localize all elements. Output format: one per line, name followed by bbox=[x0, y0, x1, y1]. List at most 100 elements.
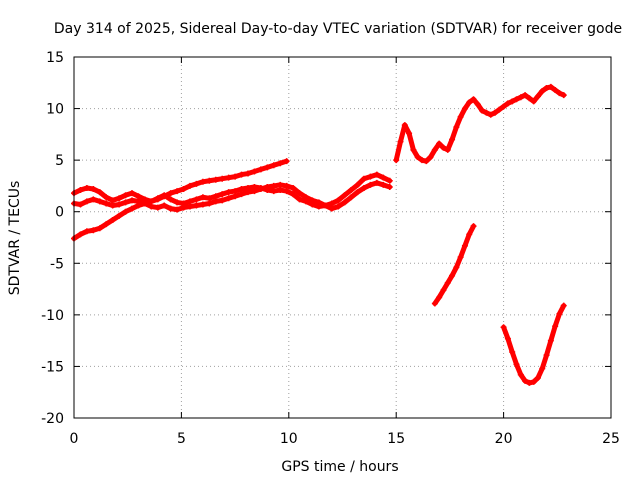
data-point bbox=[543, 84, 550, 91]
data-point bbox=[453, 264, 460, 271]
data-point bbox=[470, 96, 477, 103]
data-point bbox=[167, 205, 174, 212]
plot-frame bbox=[73, 56, 612, 419]
data-point bbox=[309, 197, 316, 204]
data-point bbox=[148, 203, 155, 210]
data-point bbox=[251, 168, 258, 175]
data-point bbox=[212, 193, 219, 200]
data-point bbox=[225, 195, 232, 202]
data-point bbox=[380, 181, 387, 188]
data-point bbox=[225, 189, 232, 196]
series-3 bbox=[393, 83, 567, 165]
data-point bbox=[461, 242, 468, 249]
data-point bbox=[219, 175, 226, 182]
data-point bbox=[206, 177, 213, 184]
data-point bbox=[367, 181, 374, 188]
data-point bbox=[302, 194, 309, 201]
data-point bbox=[328, 205, 335, 212]
data-point bbox=[290, 184, 297, 191]
data-point bbox=[335, 197, 342, 204]
data-point bbox=[219, 197, 226, 204]
data-point bbox=[386, 177, 393, 184]
data-point bbox=[393, 157, 400, 164]
data-point bbox=[83, 228, 90, 235]
data-point bbox=[257, 186, 264, 193]
data-point bbox=[354, 181, 361, 188]
data-point bbox=[180, 186, 187, 193]
data-point bbox=[380, 174, 387, 181]
data-point bbox=[427, 154, 434, 161]
data-point bbox=[277, 187, 284, 194]
data-point bbox=[199, 178, 206, 185]
data-point bbox=[193, 202, 200, 209]
data-point bbox=[509, 98, 516, 105]
data-point bbox=[556, 310, 563, 317]
data-point bbox=[517, 371, 524, 378]
axis-ticks: 0 5 10 15 20 25 15 10 5 0 -5 -10 -15 -20 bbox=[41, 50, 620, 447]
data-point bbox=[270, 188, 277, 195]
data-point bbox=[552, 87, 559, 94]
data-point bbox=[457, 113, 464, 120]
data-point bbox=[534, 93, 541, 100]
data-point bbox=[103, 200, 110, 207]
data-point bbox=[440, 287, 447, 294]
data-point bbox=[96, 225, 103, 232]
series-0 bbox=[71, 158, 290, 242]
data-point bbox=[500, 103, 507, 110]
data-point bbox=[90, 186, 97, 193]
data-point bbox=[109, 216, 116, 223]
data-point bbox=[328, 200, 335, 207]
data-point bbox=[543, 352, 550, 359]
x-tick-label: 15 bbox=[387, 431, 405, 447]
data-point bbox=[277, 181, 284, 188]
data-point bbox=[539, 88, 546, 95]
y-tick-label: 5 bbox=[55, 153, 64, 169]
data-point bbox=[270, 182, 277, 189]
data-point bbox=[418, 157, 425, 164]
data-point bbox=[77, 231, 84, 238]
y-tick-label: 10 bbox=[46, 102, 64, 118]
data-point bbox=[232, 173, 239, 180]
data-point bbox=[174, 199, 181, 206]
data-point bbox=[122, 199, 129, 206]
data-point bbox=[513, 361, 520, 368]
data-point bbox=[251, 188, 258, 195]
data-point bbox=[526, 95, 533, 102]
series-5 bbox=[500, 302, 567, 386]
data-point bbox=[135, 198, 142, 205]
data-point bbox=[479, 107, 486, 114]
data-point bbox=[264, 183, 271, 190]
data-point bbox=[335, 203, 342, 210]
data-point bbox=[199, 194, 206, 201]
data-point bbox=[492, 109, 499, 116]
data-point bbox=[449, 272, 456, 279]
data-point bbox=[560, 302, 567, 309]
data-point bbox=[161, 192, 168, 199]
data-point bbox=[431, 146, 438, 153]
data-point bbox=[270, 162, 277, 169]
data-point bbox=[206, 200, 213, 207]
data-point bbox=[552, 323, 559, 330]
data-point bbox=[348, 187, 355, 194]
data-point bbox=[199, 201, 206, 208]
data-point bbox=[522, 377, 529, 384]
data-point bbox=[148, 198, 155, 205]
data-point bbox=[232, 193, 239, 200]
x-tick-label: 0 bbox=[70, 431, 79, 447]
data-point bbox=[449, 136, 456, 143]
data-point bbox=[530, 98, 537, 105]
data-point bbox=[373, 179, 380, 186]
data-point bbox=[397, 138, 404, 145]
data-point bbox=[135, 193, 142, 200]
y-tick-label: -5 bbox=[50, 256, 64, 272]
data-point bbox=[401, 122, 408, 129]
data-point bbox=[232, 188, 239, 195]
data-point bbox=[406, 130, 413, 137]
data-point bbox=[238, 191, 245, 198]
data-point bbox=[360, 184, 367, 191]
data-point bbox=[83, 184, 90, 191]
y-tick-label: -10 bbox=[41, 308, 64, 324]
data-point bbox=[504, 335, 511, 342]
data-point bbox=[461, 105, 468, 112]
data-point bbox=[116, 195, 123, 202]
